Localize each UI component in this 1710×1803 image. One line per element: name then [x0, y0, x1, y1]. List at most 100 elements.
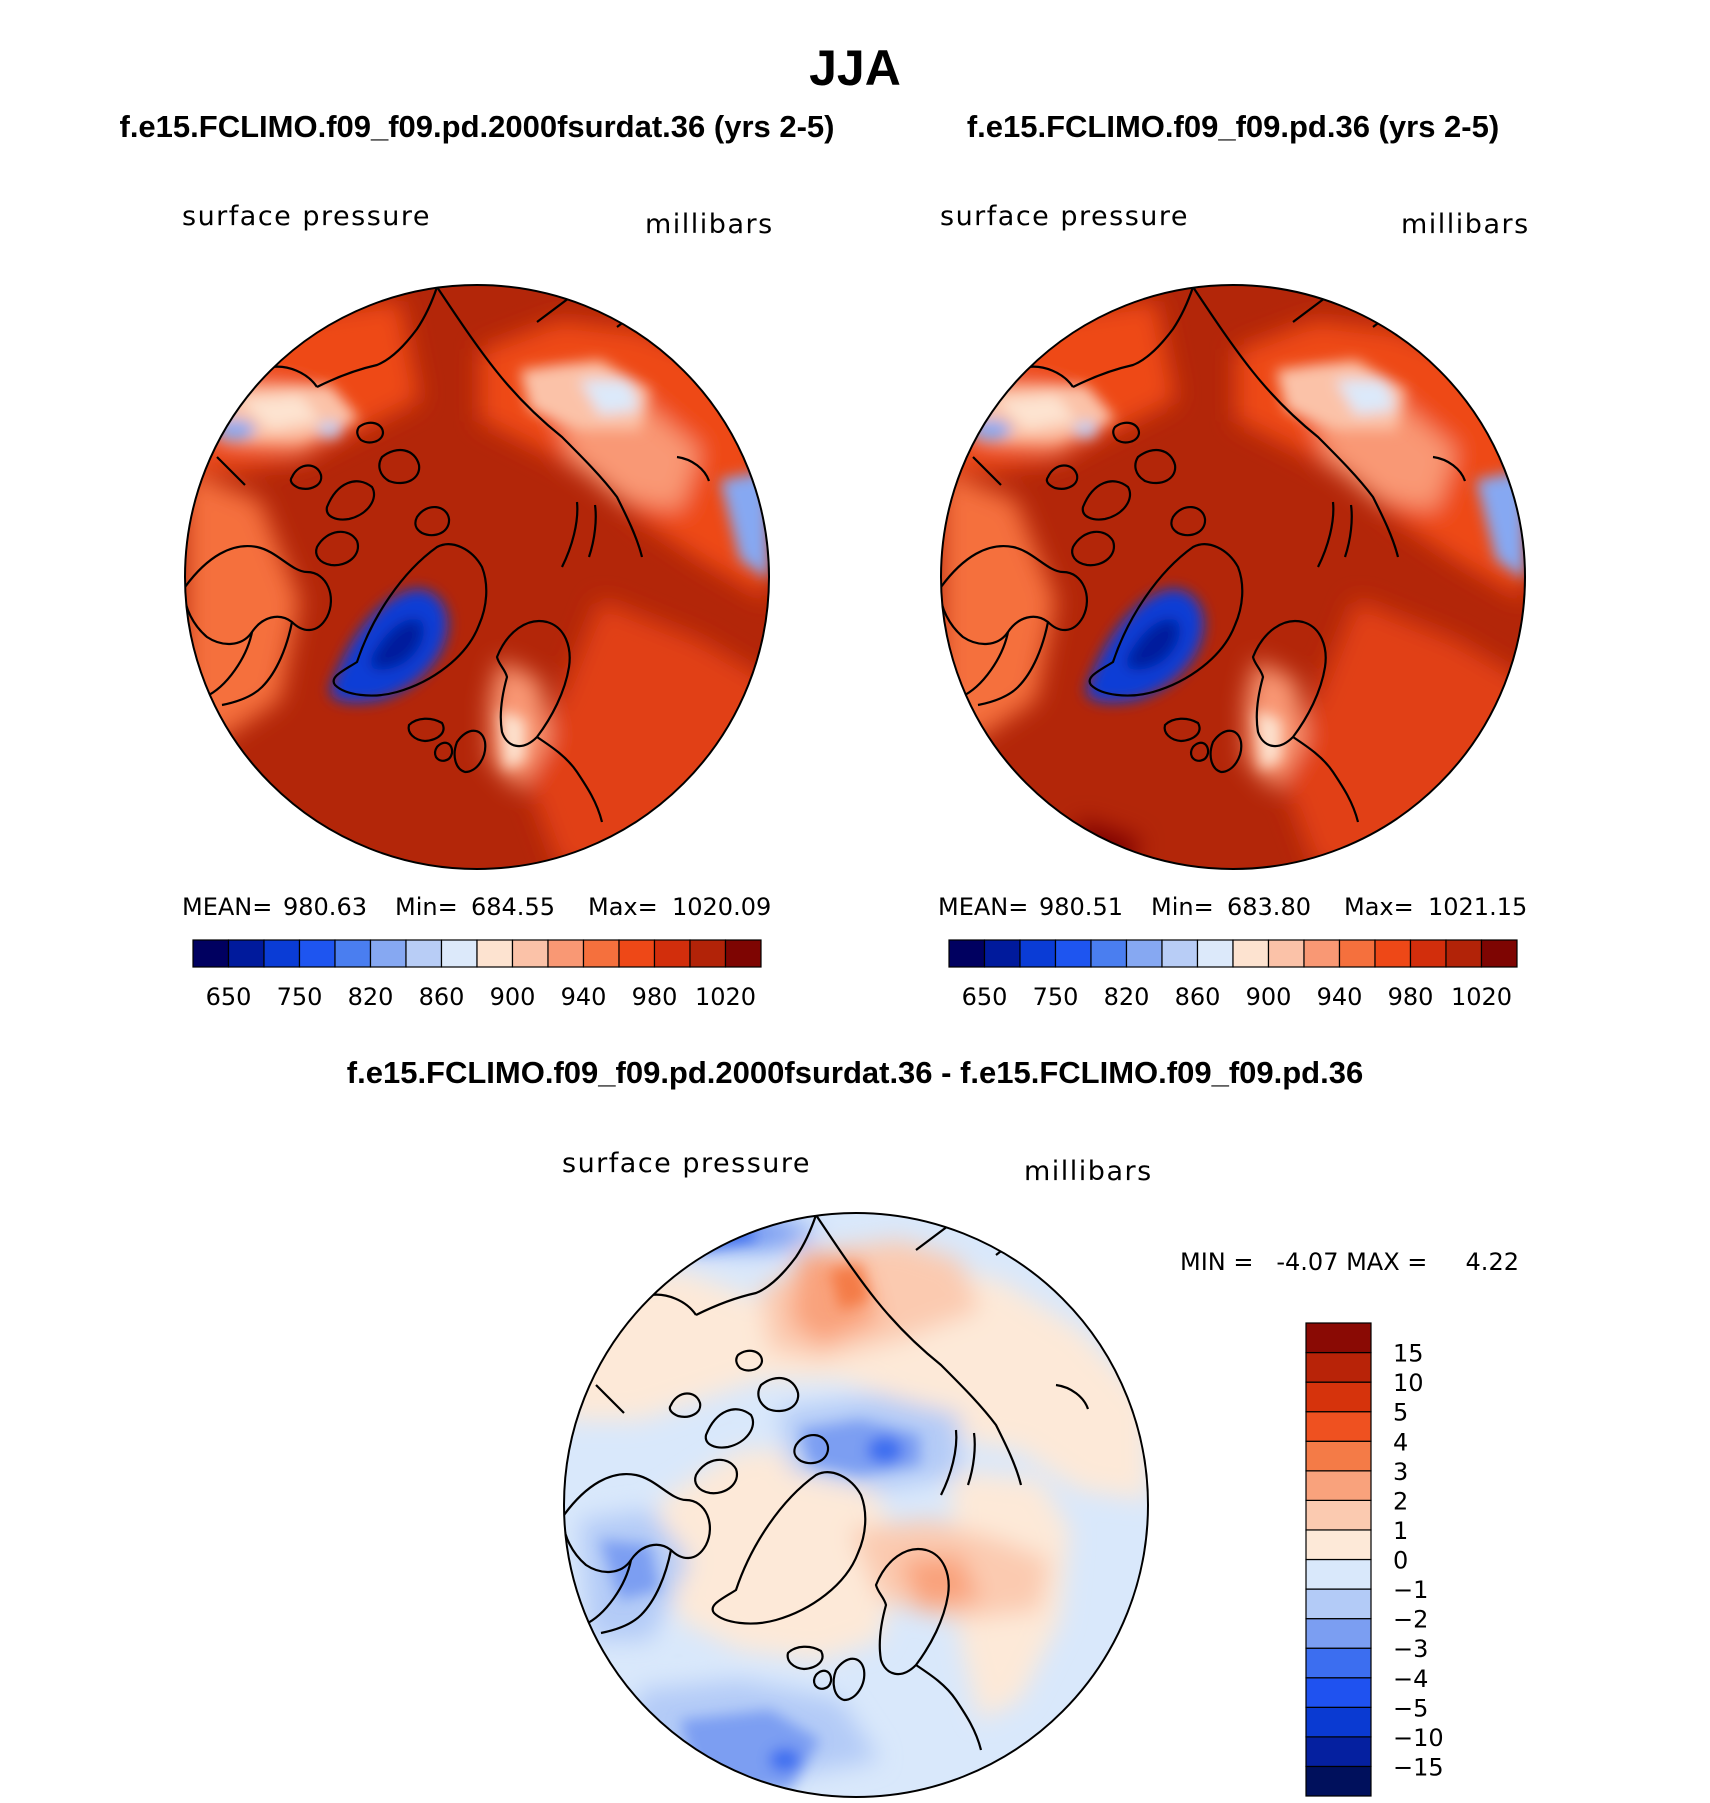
- colorbar-diff-tick-label: 15: [1393, 1340, 1424, 1368]
- colorbar-panel-2-swatch-15: [1480, 939, 1518, 968]
- colorbar-diff-swatch-3: [1305, 1677, 1372, 1708]
- colorbar-panel-1-tick-label: 900: [490, 983, 536, 1011]
- diff-panel-title: f.e15.FCLIMO.f09_f09.pd.2000fsurdat.36 -…: [347, 1055, 1363, 1090]
- colorbar-panel-1-swatch-10: [547, 939, 585, 968]
- colorbar-panel-1-swatch-14: [689, 939, 727, 968]
- colorbar-panel-2-swatch-4: [1090, 939, 1128, 968]
- panel-2-min-value: 683.80: [1227, 893, 1311, 921]
- map-diff-panel: [563, 1212, 1149, 1798]
- panel-2-stats: MEAN= 980.51 Min= 683.80 Max= 1021.15: [938, 893, 1527, 921]
- colorbar-panel-1-tick-label: 1020: [695, 983, 756, 1011]
- colorbar-panel-1-swatch-3: [298, 939, 336, 968]
- colorbar-diff-swatch-1: [1305, 1736, 1372, 1768]
- colorbar-panel-2-swatch-10: [1303, 939, 1341, 968]
- panel-2-mean-value: 980.51: [1039, 893, 1123, 921]
- colorbar-panel-1-tick-label: 750: [277, 983, 323, 1011]
- colorbar-diff-tick-label: 10: [1393, 1369, 1424, 1397]
- map-panel-2: [940, 284, 1526, 870]
- colorbar-panel-1-tick-label: 860: [419, 983, 465, 1011]
- colorbar-diff-tick-label: −4: [1393, 1665, 1428, 1693]
- colorbar-diff-tick-label: −1: [1393, 1576, 1428, 1604]
- colorbar-panel-1-swatch-11: [582, 939, 620, 968]
- colorbar-panel-1-swatch-7: [440, 939, 478, 968]
- colorbar-panel-1-swatch-9: [511, 939, 549, 968]
- colorbar-panel-2-tick-label: 750: [1033, 983, 1079, 1011]
- panel-2-title: f.e15.FCLIMO.f09_f09.pd.36 (yrs 2-5): [967, 109, 1499, 144]
- diff-panel-units-label: millibars: [1024, 1156, 1153, 1187]
- colorbar-panel-1-tick-label: 650: [206, 983, 252, 1011]
- colorbar-panel-2: 650 750 820 860 900 940 980 1020: [948, 939, 1518, 1011]
- diff-panel-minmax: MIN = -4.07 MAX = 4.22: [1180, 1248, 1519, 1276]
- colorbar-panel-2-swatch-14: [1445, 939, 1483, 968]
- colorbar-panel-2-swatch-0: [948, 939, 986, 968]
- colorbar-panel-1-swatch-4: [334, 939, 372, 968]
- panel-1-mean-value: 980.63: [283, 893, 367, 921]
- panel-2-min-label: Min=: [1151, 893, 1214, 921]
- colorbar-panel-2-swatch-5: [1125, 939, 1163, 968]
- colorbar-diff-swatch-8: [1305, 1529, 1372, 1561]
- colorbar-diff-tick-label: −5: [1393, 1694, 1428, 1722]
- colorbar-panel-1-swatch-6: [405, 939, 443, 968]
- colorbar-diff-tick-label: −3: [1393, 1635, 1428, 1663]
- colorbar-diff-swatch-13: [1305, 1381, 1372, 1413]
- colorbar-diff-swatch-4: [1305, 1647, 1372, 1679]
- colorbar-diff-swatch-9: [1305, 1499, 1372, 1531]
- colorbar-panel-2-swatch-7: [1196, 939, 1234, 968]
- panel-1-stats: MEAN= 980.63 Min= 684.55 Max= 1020.09: [182, 893, 771, 921]
- panel-1-mean-label: MEAN=: [182, 893, 272, 921]
- colorbar-panel-2-swatch-13: [1409, 939, 1447, 968]
- colorbar-panel-2-swatch-2: [1019, 939, 1057, 968]
- colorbar-panel-2-tick-label: 820: [1104, 983, 1150, 1011]
- colorbar-panel-2-tick-label: 940: [1317, 983, 1363, 1011]
- colorbar-diff-swatch-14: [1305, 1351, 1372, 1383]
- colorbar-diff-swatch-0: [1305, 1765, 1372, 1797]
- colorbar-panel-1-tick-label: 820: [348, 983, 394, 1011]
- panel-1-max-value: 1020.09: [672, 893, 771, 921]
- colorbar-diff-swatch-11: [1305, 1440, 1372, 1472]
- colorbar-panel-1-swatch-12: [618, 939, 656, 968]
- panel-1-min-value: 684.55: [471, 893, 555, 921]
- colorbar-panel-2-tick-label: 900: [1246, 983, 1292, 1011]
- colorbar-diff-swatch-5: [1305, 1618, 1372, 1649]
- colorbar-panel-1-swatch-2: [263, 939, 301, 968]
- colorbar-panel-2-tick-label: 860: [1175, 983, 1221, 1011]
- colorbar-diff-tick-label: −10: [1393, 1724, 1444, 1752]
- colorbar-panel-2-tick-label: 650: [962, 983, 1008, 1011]
- colorbar-panel-2-swatch-8: [1232, 939, 1270, 968]
- panel-2-max-value: 1021.15: [1428, 893, 1527, 921]
- panel-2-units-label: millibars: [1401, 209, 1530, 240]
- colorbar-panel-2-swatch-9: [1267, 939, 1305, 968]
- panel-2-variable-label: surface pressure: [940, 201, 1189, 232]
- colorbar-diff-tick-label: 0: [1393, 1547, 1408, 1575]
- colorbar-panel-2-swatch-12: [1374, 939, 1412, 968]
- colorbar-panel-1-swatch-13: [653, 939, 691, 968]
- colorbar-panel-1-swatch-1: [227, 939, 265, 968]
- panel-1-title: f.e15.FCLIMO.f09_f09.pd.2000fsurdat.36 (…: [120, 109, 835, 144]
- colorbar-diff-tick-label: −2: [1393, 1606, 1428, 1634]
- colorbar-diff-tick-label: 5: [1393, 1399, 1408, 1427]
- colorbar-diff-swatch-7: [1305, 1558, 1372, 1590]
- colorbar-panel-2-swatch-1: [983, 939, 1021, 968]
- colorbar-panel-1-swatch-5: [369, 939, 407, 968]
- colorbar-diff-tick-label: 2: [1393, 1487, 1408, 1515]
- panel-1-units-label: millibars: [645, 209, 774, 240]
- panel-2-mean-label: MEAN=: [938, 893, 1028, 921]
- colorbar-panel-1-tick-label: 980: [632, 983, 678, 1011]
- colorbar-diff-tick-label: 1: [1393, 1517, 1408, 1545]
- panel-1-variable-label: surface pressure: [182, 201, 431, 232]
- colorbar-panel-1-swatch-8: [476, 939, 514, 968]
- colorbar-diff-tick-label: −15: [1393, 1753, 1444, 1781]
- colorbar-diff-swatch-15: [1305, 1322, 1372, 1354]
- figure-title: JJA: [809, 40, 901, 96]
- panel-2-max-label: Max=: [1344, 893, 1414, 921]
- colorbar-diff-tick-label: 3: [1393, 1458, 1408, 1486]
- colorbar-panel-1-tick-label: 940: [561, 983, 607, 1011]
- panel-1-min-label: Min=: [395, 893, 458, 921]
- colorbar-diff-swatch-6: [1305, 1588, 1372, 1620]
- colorbar-panel-1-swatch-15: [724, 939, 762, 968]
- colorbar-panel-1-swatch-0: [192, 939, 230, 968]
- colorbar-diff-swatch-12: [1305, 1411, 1372, 1442]
- diff-panel-variable-label: surface pressure: [562, 1148, 811, 1179]
